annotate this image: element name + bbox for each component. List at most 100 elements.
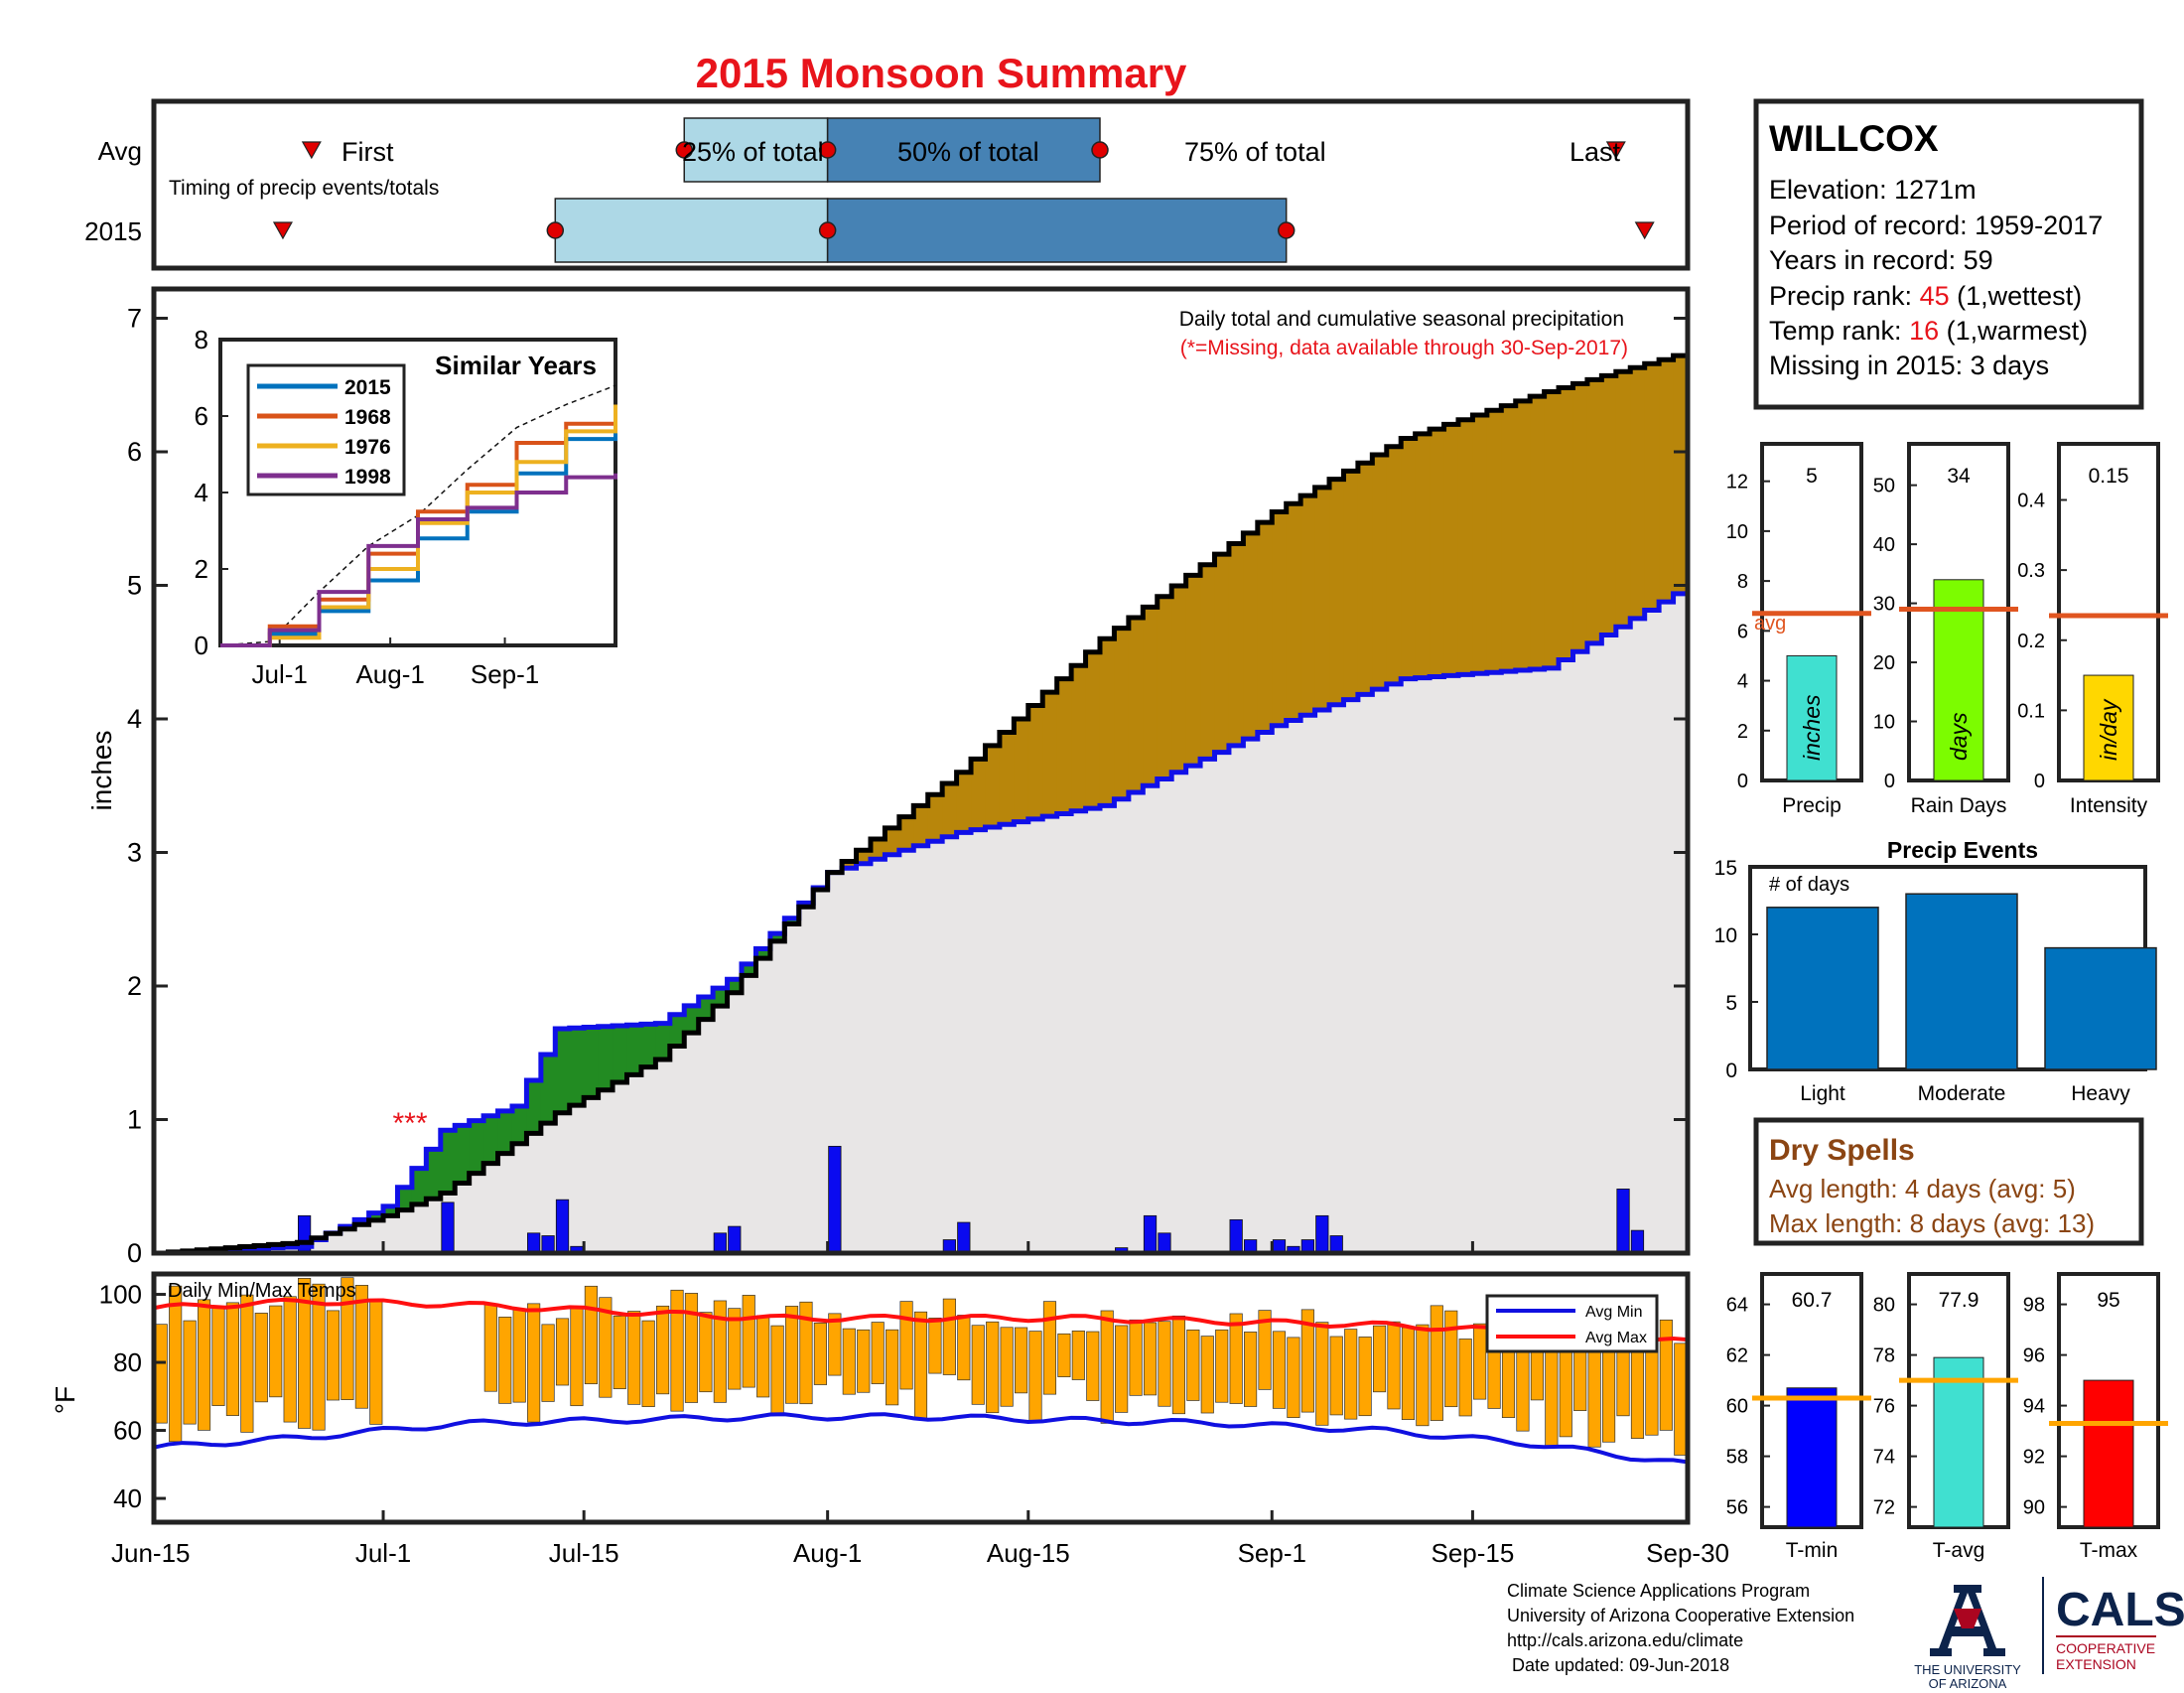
seasonal-temp-panels: 60.75658606264T-min77.97274767880T-avg95… <box>1726 1274 2168 1562</box>
temp-bar-tick-label: 78 <box>1873 1345 1895 1367</box>
temp-y-tick-label: 80 <box>113 1347 142 1377</box>
daily-temp-bar <box>1230 1314 1242 1404</box>
daily-temp-bar <box>814 1323 826 1384</box>
daily-temp-bar <box>1216 1330 1228 1402</box>
x-tick-label: Jul-15 <box>549 1538 619 1568</box>
footer: Climate Science Applications Program Uni… <box>1507 1577 2184 1688</box>
above-average-fill <box>1287 503 1301 720</box>
daily-temp-bar <box>155 1325 167 1423</box>
temp-bar-tick-label: 96 <box>2023 1345 2045 1367</box>
above-average-fill <box>1215 554 1230 753</box>
inset-x-tick-label: Sep-1 <box>471 659 539 689</box>
daily-temp-bar <box>958 1315 970 1379</box>
daily-precip-bar <box>1330 1236 1342 1253</box>
daily-temp-bar <box>872 1323 884 1384</box>
below-average-fill <box>584 1028 599 1098</box>
above-average-fill <box>1329 480 1344 705</box>
daily-temp-bar <box>1058 1334 1070 1376</box>
daily-temp-bar <box>513 1310 525 1402</box>
daily-temp-bar <box>614 1316 625 1388</box>
timing-marker-p50 <box>820 222 836 238</box>
events-bar-heavy <box>2045 948 2156 1069</box>
footer-line-1: Climate Science Applications Program <box>1507 1581 1810 1601</box>
daily-temp-bar <box>571 1309 583 1406</box>
x-tick-label: Jul-1 <box>355 1538 411 1568</box>
daily-temp-bar <box>1101 1311 1113 1423</box>
main-y-tick-label: 6 <box>127 437 142 467</box>
daily-temp-bar <box>198 1300 209 1431</box>
legend-avg-min: Avg Min <box>1585 1304 1643 1321</box>
daily-temp-bar <box>313 1284 325 1430</box>
inset-legend-label: 1998 <box>344 466 391 489</box>
above-average-fill <box>1458 420 1473 675</box>
dry-spells-max: Max length: 8 days (avg: 13) <box>1769 1208 2095 1238</box>
timing-p50-label: 50% of total <box>897 137 1039 167</box>
above-average-fill <box>1129 618 1144 792</box>
daily-temp-bar <box>1316 1323 1328 1426</box>
daily-temp-bar <box>1631 1347 1643 1438</box>
main-y-tick-label: 2 <box>127 971 142 1001</box>
above-average-fill <box>1071 665 1086 811</box>
daily-temp-bar <box>929 1318 941 1373</box>
main-y-axis-label: inches <box>86 731 117 811</box>
events-tick-label: 0 <box>1725 1059 1737 1082</box>
temp-bar-tick-label: 58 <box>1726 1447 1748 1469</box>
daily-temp-bar <box>184 1321 196 1424</box>
main-note-2: (*=Missing, data available through 30-Se… <box>1180 337 1628 359</box>
footer-line-2: University of Arizona Cooperative Extens… <box>1507 1606 1854 1625</box>
above-average-fill <box>1587 379 1602 643</box>
above-average-fill <box>1444 424 1459 675</box>
cals-sub-1: COOPERATIVE <box>2056 1640 2155 1656</box>
small-bar-tick-label: 20 <box>1873 652 1895 674</box>
small-bar-tick-label: 4 <box>1737 671 1748 693</box>
small-bar-value: 5 <box>1806 465 1818 488</box>
events-category-label: Moderate <box>1918 1082 2006 1105</box>
daily-temp-bar <box>1115 1326 1127 1412</box>
temp-bar-value-bar <box>2084 1380 2133 1527</box>
daily-temp-bar <box>527 1304 539 1422</box>
events-category-label: Light <box>1800 1082 1845 1105</box>
temp-y-tick-label: 40 <box>113 1483 142 1513</box>
timing-marker-p75 <box>1092 142 1108 158</box>
timing-panel: Avg 2015 Timing of precip events/totals … <box>84 101 1688 268</box>
small-bar-unit: in/day <box>2096 698 2121 761</box>
daily-temp-bar <box>886 1330 897 1405</box>
daily-temp-bar <box>1546 1342 1558 1447</box>
daily-precip-bar <box>527 1233 539 1253</box>
daily-temp-bar <box>1417 1325 1429 1426</box>
events-tick-label: 5 <box>1725 992 1737 1015</box>
daily-temp-bar <box>542 1325 554 1402</box>
cals-sub-2: EXTENSION <box>2056 1656 2136 1672</box>
small-bar-tick-label: 0.4 <box>2017 491 2045 512</box>
temp-bar-tick-label: 80 <box>1873 1295 1895 1317</box>
daily-temp-bar <box>1130 1320 1142 1395</box>
above-average-fill <box>1229 543 1244 745</box>
small-bar-unit: days <box>1946 712 1972 761</box>
inset-x-tick-label: Jul-1 <box>252 659 308 689</box>
daily-temp-bar <box>1015 1328 1026 1393</box>
daily-temp-bar <box>914 1312 926 1418</box>
daily-temp-bar <box>1159 1322 1170 1407</box>
daily-precip-bar <box>1159 1233 1170 1253</box>
timing-label-avg: Avg <box>98 136 142 166</box>
above-average-fill <box>1343 471 1358 699</box>
inset-y-tick-label: 4 <box>195 478 208 507</box>
daily-temp-bar <box>585 1286 597 1383</box>
small-bar-tick-label: 2 <box>1737 721 1748 743</box>
main-note-1: Daily total and cumulative seasonal prec… <box>1179 308 1624 331</box>
daily-precip-bar <box>829 1146 841 1253</box>
above-average-fill <box>1501 406 1516 672</box>
main-y-tick-label: 0 <box>127 1238 142 1268</box>
events-bar-light <box>1767 908 1878 1069</box>
temp-bar-tick-label: 94 <box>2023 1396 2045 1418</box>
small-bar-tick-label: 50 <box>1873 476 1895 497</box>
daily-temp-bar <box>1187 1330 1199 1400</box>
station-period: Period of record: 1959-2017 <box>1769 211 2103 240</box>
above-average-fill <box>1572 383 1587 651</box>
daily-temp-bar <box>499 1317 511 1403</box>
daily-temp-bar <box>943 1299 955 1374</box>
x-tick-label: Aug-1 <box>793 1538 862 1568</box>
timing-marker-p75 <box>1279 222 1295 238</box>
